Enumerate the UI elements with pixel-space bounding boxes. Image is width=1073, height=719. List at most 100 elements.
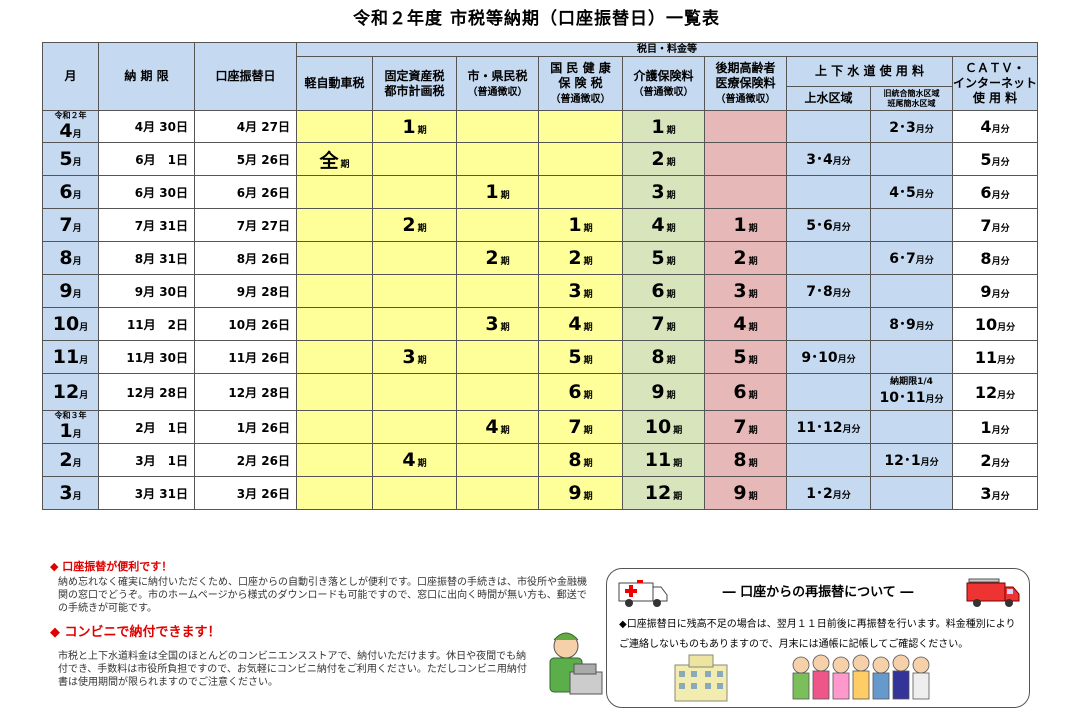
kokuho-cell-suffix: 期 <box>583 257 593 267</box>
kaigo-cell-suffix: 期 <box>673 426 683 436</box>
koki-cell-value: 6 <box>733 381 747 403</box>
koki-cell-value: 5 <box>733 346 747 368</box>
header-water: 上 下 水 道 使 用 料 <box>786 56 953 87</box>
water-b-cell: 納期限1/4 10･11月分 <box>870 373 953 411</box>
transfer-date-cell: 12月 28日 <box>194 373 297 411</box>
koki-cell-value: 2 <box>733 247 747 269</box>
catv-suffix: 月分 <box>991 223 1010 234</box>
kokuho-cell-suffix: 期 <box>583 492 593 502</box>
note-text-konbini: 市税と上下水道料金は全国のほとんどのコンビニエンスストアで、納付いただけます。休… <box>58 651 527 688</box>
kotei-cell <box>372 476 457 510</box>
month-number: 10 <box>52 313 80 335</box>
transfer-date-cell: 9月 28日 <box>194 274 297 308</box>
catv-value: 8 <box>980 248 992 268</box>
kokuho-cell-value: 9 <box>568 482 582 504</box>
catv-suffix: 月分 <box>991 157 1010 168</box>
header-due: 納 期 限 <box>98 42 195 111</box>
koki-cell <box>704 142 787 176</box>
water-b-cell <box>870 476 953 510</box>
shiken-cell-suffix: 期 <box>500 191 510 201</box>
catv-cell: 5月分 <box>951 142 1039 176</box>
kokuho-cell-suffix: 期 <box>583 224 593 234</box>
kaigo-cell-suffix: 期 <box>673 492 683 502</box>
catv-suffix: 月分 <box>997 355 1016 366</box>
water-b-suffix: 月分 <box>915 190 934 200</box>
water-a-suffix: 月分 <box>837 355 856 365</box>
catv-value: 3 <box>980 483 992 503</box>
kaigo-cell-value: 1 <box>651 115 665 138</box>
kaigo-cell-suffix: 期 <box>666 191 676 201</box>
water-a-value: 5･6 <box>806 218 833 234</box>
header-water-a: 上水区域 <box>786 86 871 111</box>
month-suffix: 月 <box>72 191 82 201</box>
kaigo-cell-value: 6 <box>651 280 665 302</box>
catv-value: 11 <box>974 347 998 367</box>
month-suffix: 月 <box>72 224 82 234</box>
header-kotei: 固定資産税 都市計画税 <box>372 56 457 111</box>
kaigo-cell-value: 2 <box>651 148 665 170</box>
table-row: 7月 7月 31日 7月 27日 2 期 1 期 4 期 1 期 5･6月分 7月分 <box>42 208 1039 242</box>
koki-cell-value: 8 <box>733 449 747 471</box>
kaigo-cell-value: 10 <box>644 416 672 438</box>
month-suffix: 月 <box>72 158 82 168</box>
kotei-cell-suffix: 期 <box>417 356 427 366</box>
shiken-cell <box>456 208 539 242</box>
shiken-cell-suffix: 期 <box>500 323 510 333</box>
transfer-date-cell: 3月 26日 <box>194 476 297 510</box>
month-suffix: 月 <box>79 356 89 366</box>
shiken-cell-value: 3 <box>485 313 499 335</box>
water-a-cell: 3･4月分 <box>786 142 871 176</box>
page-title: 令和２年度 市税等納期（口座振替日）一覧表 <box>353 9 720 29</box>
shiken-cell <box>456 373 539 411</box>
header-kokuho: 国 民 健 康保 険 税（普通徴収） <box>538 56 623 111</box>
catv-suffix: 月分 <box>991 491 1010 502</box>
month-number: 5 <box>59 148 73 170</box>
water-b-value: 8･9 <box>889 317 916 333</box>
catv-value: 12 <box>974 382 998 402</box>
shiken-cell <box>456 476 539 510</box>
water-b-cell <box>870 208 953 242</box>
catv-cell: 12月分 <box>951 373 1039 411</box>
water-a-value: 7･8 <box>806 284 833 300</box>
catv-suffix: 月分 <box>991 289 1010 300</box>
transfer-date-cell: 2月 26日 <box>194 443 297 477</box>
kaigo-cell-suffix: 期 <box>666 290 676 300</box>
kokuho-cell <box>538 175 623 209</box>
header-catv: ＣＡＴＶ・ インターネット使 用 料 <box>951 56 1039 111</box>
water-a-value: 3･4 <box>806 152 833 168</box>
month-number: 12 <box>52 381 80 403</box>
shiken-cell-value: 4 <box>485 416 499 438</box>
water-a-cell: 11･12月分 <box>786 410 871 444</box>
water-a-cell: 9･10月分 <box>786 340 871 374</box>
month-number: 11 <box>52 346 80 368</box>
due-date-cell: 12月 28日 <box>98 373 195 411</box>
catv-suffix: 月分 <box>997 322 1016 333</box>
month-suffix: 月 <box>79 323 89 333</box>
month-number: 8 <box>59 247 73 269</box>
header-koki: 後期高齢者 医療保険料 （普通徴収） <box>704 56 787 111</box>
month-suffix: 月 <box>72 492 82 502</box>
table-row: 11月 11月 30日 11月 26日 3 期 5 期 8 期 5 期 9･10月分 11月分 <box>42 340 1039 374</box>
kaigo-cell-value: 7 <box>651 313 665 335</box>
table-row: 令和３年 1月 2月 1日 1月 26日 4 期 7 期 10 期 7 期 11･12月分 1月分 <box>42 410 1039 444</box>
water-b-cell <box>870 274 953 308</box>
month-cell: 3月 <box>42 476 99 510</box>
kokuho-cell-value: 8 <box>568 449 582 471</box>
catv-value: 9 <box>980 281 992 301</box>
month-suffix: 月 <box>79 391 89 401</box>
